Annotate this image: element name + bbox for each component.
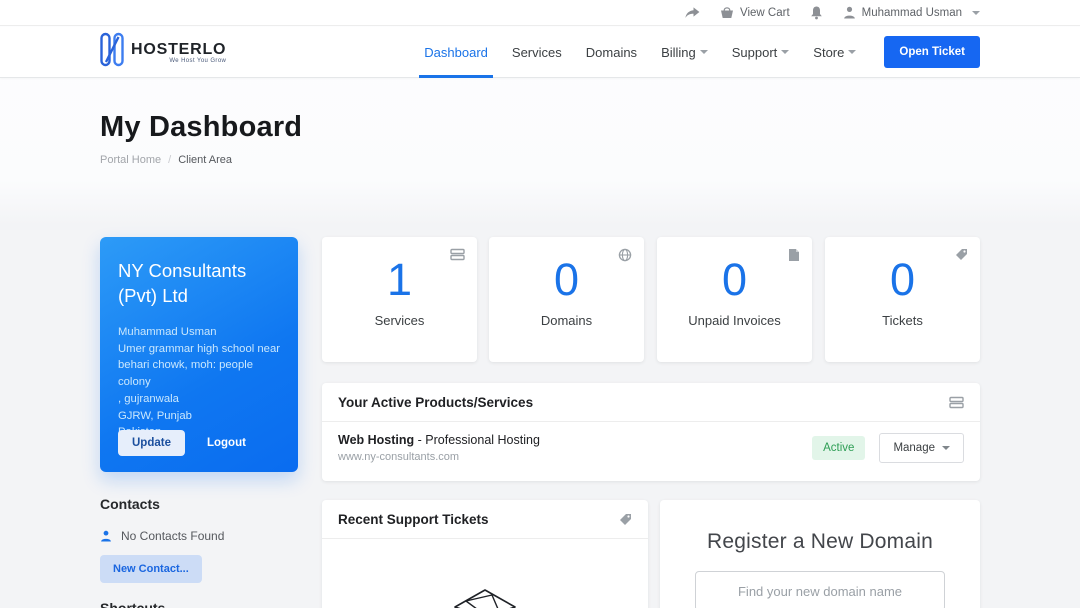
recent-tickets-panel: Recent Support Tickets bbox=[322, 500, 648, 608]
brand-name: HOSTERLO bbox=[131, 40, 227, 58]
product-row[interactable]: Web Hosting - Professional Hosting www.n… bbox=[322, 422, 980, 474]
open-ticket-button[interactable]: Open Ticket bbox=[884, 36, 980, 68]
server-icon bbox=[450, 248, 465, 266]
update-button[interactable]: Update bbox=[118, 430, 185, 456]
product-domain: www.ny-consultants.com bbox=[338, 451, 460, 463]
active-products-title: Your Active Products/Services bbox=[338, 394, 534, 410]
nav-label: Billing bbox=[661, 44, 696, 60]
user-name: Muhammad Usman bbox=[861, 6, 962, 19]
tickets-label: Tickets bbox=[882, 313, 923, 328]
top-utility-bar: View Cart Muhammad Usman bbox=[0, 0, 1080, 26]
domains-label: Domains bbox=[540, 313, 593, 328]
services-label: Services bbox=[374, 313, 425, 328]
main-navbar: HOSTERLO We Host You Grow Dashboard Serv… bbox=[0, 27, 1080, 78]
recent-tickets-body bbox=[322, 539, 648, 608]
contacts-empty-row: No Contacts Found bbox=[100, 529, 224, 543]
product-info: Web Hosting - Professional Hosting www.n… bbox=[338, 433, 540, 463]
nav-item-domains[interactable]: Domains bbox=[574, 27, 649, 77]
register-domain-panel: Register a New Domain bbox=[660, 500, 980, 608]
user-menu[interactable]: Muhammad Usman bbox=[843, 6, 980, 19]
nav-item-services[interactable]: Services bbox=[500, 27, 574, 77]
invoice-icon bbox=[788, 248, 800, 267]
breadcrumb-client-area: Client Area bbox=[178, 154, 233, 166]
product-name: Web Hosting - Professional Hosting bbox=[338, 433, 540, 447]
tag-icon bbox=[955, 248, 968, 266]
hosterlo-logo-icon bbox=[100, 32, 124, 72]
shortcuts-heading: Shortcuts bbox=[100, 600, 166, 608]
page-title: My Dashboard bbox=[100, 111, 303, 143]
services-count: 1 bbox=[386, 254, 413, 305]
product-plan: - Professional Hosting bbox=[414, 433, 540, 447]
address-line: Umer grammar high school near bbox=[118, 342, 280, 355]
chevron-down-icon bbox=[972, 10, 980, 15]
unpaid-invoices-count: 0 bbox=[721, 254, 748, 305]
nav-label: Support bbox=[731, 44, 778, 60]
breadcrumb: Portal Home / Client Area bbox=[100, 154, 232, 166]
client-info-card: NY Consultants (Pvt) Ltd Muhammad Usman … bbox=[100, 237, 298, 472]
breadcrumb-separator: / bbox=[168, 154, 172, 166]
user-icon bbox=[843, 6, 856, 19]
contacts-empty-text: No Contacts Found bbox=[121, 529, 225, 543]
register-domain-title: Register a New Domain bbox=[707, 530, 933, 553]
server-icon bbox=[949, 396, 964, 409]
chevron-down-icon bbox=[848, 50, 857, 54]
stat-card-tickets[interactable]: 0 Tickets bbox=[825, 237, 980, 362]
brand-tagline: We Host You Grow bbox=[169, 57, 227, 64]
nav-menu: Dashboard Services Domains Billing Suppo… bbox=[412, 27, 980, 78]
envelope-icon bbox=[452, 585, 518, 608]
manage-button[interactable]: Manage bbox=[879, 433, 964, 463]
nav-item-store[interactable]: Store bbox=[801, 27, 868, 77]
manage-label: Manage bbox=[893, 442, 935, 454]
breadcrumb-portal-home[interactable]: Portal Home bbox=[100, 154, 162, 166]
chevron-down-icon bbox=[781, 50, 790, 54]
nav-item-billing[interactable]: Billing bbox=[649, 27, 720, 77]
recent-tickets-title: Recent Support Tickets bbox=[338, 511, 489, 527]
active-products-header: Your Active Products/Services bbox=[322, 383, 980, 422]
contact-person-icon bbox=[100, 530, 112, 542]
stat-card-unpaid-invoices[interactable]: 0 Unpaid Invoices bbox=[657, 237, 812, 362]
client-company-name: NY Consultants (Pvt) Ltd bbox=[118, 260, 247, 306]
globe-icon bbox=[618, 248, 632, 267]
address-line: behari chowk, moh: people colony bbox=[118, 359, 254, 389]
nav-item-support[interactable]: Support bbox=[720, 27, 802, 77]
nav-label: Store bbox=[813, 44, 845, 60]
nav-item-dashboard[interactable]: Dashboard bbox=[412, 27, 500, 78]
bell-icon bbox=[810, 6, 823, 20]
share-icon bbox=[685, 6, 700, 19]
recent-tickets-header: Recent Support Tickets bbox=[322, 500, 648, 539]
domain-search-input[interactable] bbox=[695, 571, 945, 608]
address-line: , gujranwala bbox=[118, 392, 179, 405]
tag-icon bbox=[619, 513, 632, 526]
address-line: GJRW, Punjab bbox=[118, 409, 192, 422]
unpaid-invoices-label: Unpaid Invoices bbox=[688, 313, 781, 328]
product-type: Web Hosting bbox=[338, 433, 415, 447]
notifications-button[interactable] bbox=[810, 6, 823, 20]
chevron-down-icon bbox=[942, 446, 950, 450]
tickets-count: 0 bbox=[889, 254, 916, 305]
address-line: Muhammad Usman bbox=[118, 325, 217, 338]
product-actions: Active Manage bbox=[812, 433, 964, 463]
chevron-down-icon bbox=[699, 50, 708, 54]
client-card-actions: Update Logout bbox=[118, 430, 252, 456]
share-button[interactable] bbox=[685, 6, 700, 19]
stat-card-services[interactable]: 1 Services bbox=[322, 237, 477, 362]
contacts-heading: Contacts bbox=[100, 496, 160, 512]
nav-label: Domains bbox=[585, 44, 638, 60]
brand-logo[interactable]: HOSTERLO We Host You Grow bbox=[100, 32, 226, 72]
nav-label: Dashboard bbox=[424, 44, 488, 60]
cart-icon bbox=[720, 6, 734, 19]
status-badge: Active bbox=[812, 436, 866, 460]
stat-card-domains[interactable]: 0 Domains bbox=[489, 237, 644, 362]
nav-label: Services bbox=[511, 44, 562, 60]
active-products-panel: Your Active Products/Services Web Hostin… bbox=[322, 383, 980, 481]
domains-count: 0 bbox=[553, 254, 580, 305]
new-contact-button[interactable]: New Contact... bbox=[100, 555, 202, 583]
view-cart-button[interactable]: View Cart bbox=[720, 6, 790, 19]
client-address: Muhammad Usman Umer grammar high school … bbox=[118, 324, 280, 441]
logout-button[interactable]: Logout bbox=[201, 430, 252, 456]
view-cart-label: View Cart bbox=[740, 6, 790, 19]
